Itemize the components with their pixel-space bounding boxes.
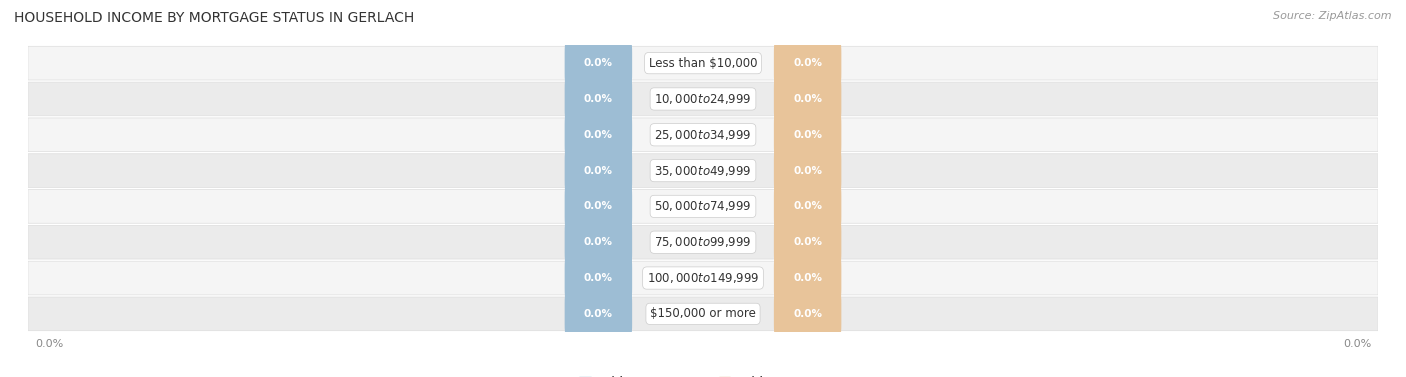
FancyBboxPatch shape [773,214,841,270]
FancyBboxPatch shape [773,107,841,163]
Text: 0.0%: 0.0% [583,94,613,104]
FancyBboxPatch shape [28,46,1378,80]
Text: 0.0%: 0.0% [35,339,63,349]
Text: HOUSEHOLD INCOME BY MORTGAGE STATUS IN GERLACH: HOUSEHOLD INCOME BY MORTGAGE STATUS IN G… [14,11,415,25]
Text: 0.0%: 0.0% [793,201,823,211]
Text: 0.0%: 0.0% [793,130,823,140]
FancyBboxPatch shape [565,143,633,199]
FancyBboxPatch shape [565,214,633,270]
Text: 0.0%: 0.0% [1343,339,1371,349]
Text: 0.0%: 0.0% [583,273,613,283]
Text: $35,000 to $49,999: $35,000 to $49,999 [654,164,752,178]
FancyBboxPatch shape [28,261,1378,295]
FancyBboxPatch shape [773,71,841,127]
Text: $75,000 to $99,999: $75,000 to $99,999 [654,235,752,249]
Text: 0.0%: 0.0% [583,130,613,140]
Text: 0.0%: 0.0% [793,237,823,247]
FancyBboxPatch shape [28,82,1378,116]
FancyBboxPatch shape [565,35,633,91]
Text: Less than $10,000: Less than $10,000 [648,57,758,70]
FancyBboxPatch shape [773,286,841,342]
FancyBboxPatch shape [773,178,841,234]
FancyBboxPatch shape [28,225,1378,259]
Text: 0.0%: 0.0% [793,273,823,283]
Text: 0.0%: 0.0% [793,166,823,176]
Legend: Without Mortgage, With Mortgage: Without Mortgage, With Mortgage [579,376,827,377]
FancyBboxPatch shape [565,107,633,163]
Text: 0.0%: 0.0% [793,58,823,68]
FancyBboxPatch shape [565,71,633,127]
Text: $100,000 to $149,999: $100,000 to $149,999 [647,271,759,285]
FancyBboxPatch shape [28,297,1378,331]
Text: Source: ZipAtlas.com: Source: ZipAtlas.com [1274,11,1392,21]
FancyBboxPatch shape [773,250,841,306]
FancyBboxPatch shape [565,286,633,342]
Text: 0.0%: 0.0% [583,58,613,68]
Text: $10,000 to $24,999: $10,000 to $24,999 [654,92,752,106]
FancyBboxPatch shape [773,35,841,91]
FancyBboxPatch shape [28,190,1378,223]
Text: $25,000 to $34,999: $25,000 to $34,999 [654,128,752,142]
Text: 0.0%: 0.0% [583,201,613,211]
FancyBboxPatch shape [565,250,633,306]
Text: 0.0%: 0.0% [793,309,823,319]
FancyBboxPatch shape [565,178,633,234]
Text: 0.0%: 0.0% [793,94,823,104]
Text: 0.0%: 0.0% [583,166,613,176]
Text: $50,000 to $74,999: $50,000 to $74,999 [654,199,752,213]
Text: 0.0%: 0.0% [583,309,613,319]
FancyBboxPatch shape [28,154,1378,187]
FancyBboxPatch shape [28,118,1378,152]
FancyBboxPatch shape [773,143,841,199]
Text: 0.0%: 0.0% [583,237,613,247]
Text: $150,000 or more: $150,000 or more [650,307,756,320]
